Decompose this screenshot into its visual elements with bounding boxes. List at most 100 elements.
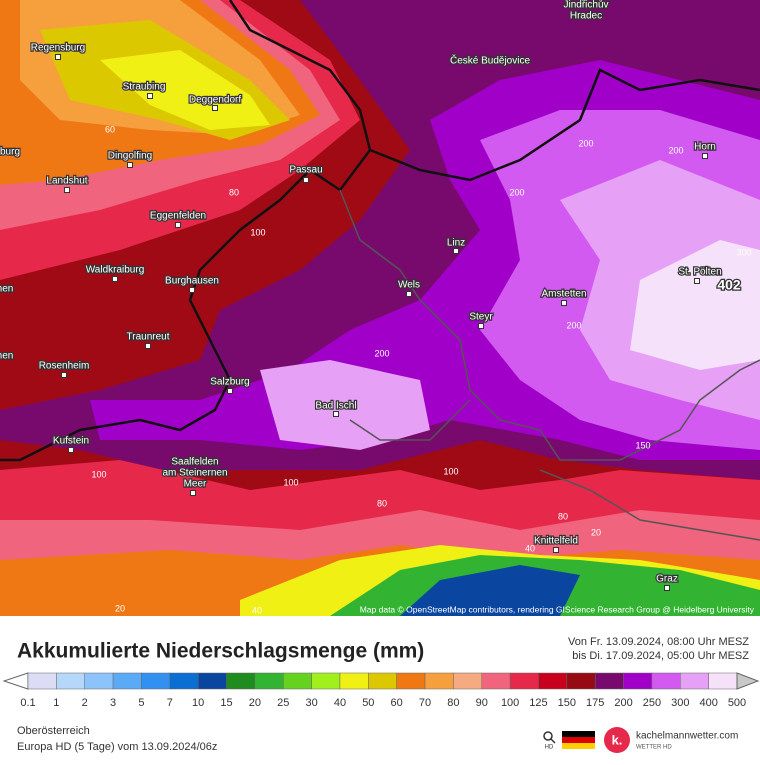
city-label: Jindřichův <box>563 0 608 11</box>
city-dot <box>478 323 484 329</box>
legend-tick-label: 70 <box>419 697 431 709</box>
legend-swatch <box>680 672 709 690</box>
legend-tick-label: 100 <box>501 697 519 709</box>
legend-swatch <box>481 672 511 690</box>
legend-swatch <box>368 672 397 690</box>
city-label: Traunreut <box>127 332 170 343</box>
city-label: Passau <box>289 165 322 176</box>
region: Oberösterreich <box>17 725 90 737</box>
legend-tick-label: 1 <box>53 697 59 709</box>
city-label: Deggendorf <box>189 95 241 106</box>
city-dot <box>694 278 700 284</box>
city-dot <box>127 162 133 168</box>
city-dot <box>64 187 70 193</box>
legend-arrow-left <box>2 672 29 690</box>
city-label: am Steinernen <box>162 468 227 479</box>
city-dot <box>147 93 153 99</box>
city-dot <box>664 585 670 591</box>
city-dot <box>175 222 181 228</box>
legend-tick-label: 20 <box>249 697 261 709</box>
legend-tick-label: 40 <box>334 697 346 709</box>
city-label: Bad Ischl <box>315 401 356 412</box>
contour-label: 100 <box>443 466 458 476</box>
brand[interactable]: kachelmannwetter.com <box>636 731 738 742</box>
city-label: Horn <box>694 142 716 153</box>
city-label: Knittelfeld <box>534 536 578 547</box>
contour-label: 20 <box>115 603 125 613</box>
legend-swatch <box>651 672 681 690</box>
flag-black <box>562 731 595 737</box>
legend-swatch <box>623 672 653 690</box>
legend-swatch <box>311 672 341 690</box>
legend-swatch <box>254 672 284 690</box>
city-dot <box>189 287 195 293</box>
city-dot <box>145 343 151 349</box>
contour-label: 150 <box>635 440 650 450</box>
city-label: Burghausen <box>165 276 219 287</box>
legend-swatch <box>169 672 199 690</box>
contour-label: 200 <box>509 187 524 197</box>
legend-swatch <box>594 672 624 690</box>
contour-label: 100 <box>283 477 298 487</box>
legend-tick-label: 50 <box>362 697 374 709</box>
legend-tick-label: 3 <box>110 697 116 709</box>
contour-label: 100 <box>91 469 106 479</box>
legend-tick-label: 80 <box>447 697 459 709</box>
contour-label: 200 <box>668 145 683 155</box>
city-label: Rosenheim <box>39 361 90 372</box>
legend-tick-label: 5 <box>138 697 144 709</box>
city-dot <box>112 276 118 282</box>
legend-swatch <box>112 672 142 690</box>
contour-label: 200 <box>374 348 389 358</box>
legend-swatch <box>27 672 57 690</box>
legend-swatch <box>509 672 539 690</box>
search-icon[interactable] <box>543 731 553 741</box>
contour-label: 100 <box>250 227 265 237</box>
model: Europa HD (5 Tage) vom 13.09.2024/06z <box>17 741 217 753</box>
contour-label: 300 <box>736 247 751 257</box>
city-label: Straubing <box>123 82 166 93</box>
legend-swatch <box>538 672 568 690</box>
city-dot <box>333 411 339 417</box>
city-dot <box>303 177 309 183</box>
legend-swatch <box>226 672 256 690</box>
contour-label: 80 <box>377 498 387 508</box>
contour-label: 40 <box>525 543 535 553</box>
city-label: Regensburg <box>31 43 85 54</box>
city-dot <box>561 300 567 306</box>
legend-swatch <box>282 672 312 690</box>
city-label: Linz <box>447 238 465 249</box>
map: Map data © OpenStreetMap contributors, r… <box>0 0 760 616</box>
flag-gold <box>562 743 595 749</box>
city-label: Dingolfing <box>108 151 152 162</box>
legend-title: Akkumulierte Niederschlagsmenge (mm) <box>17 640 424 663</box>
city-dot <box>227 388 233 394</box>
city-dot <box>553 547 559 553</box>
contour-label: 20 <box>591 527 601 537</box>
legend-swatch <box>453 672 483 690</box>
city-dot <box>61 372 67 378</box>
city-label: Steyr <box>469 312 493 323</box>
logo-text: k. <box>612 732 623 747</box>
city-label: Eggenfelden <box>150 211 206 222</box>
city-label: Amstetten <box>541 289 586 300</box>
legend-tick-label: 500 <box>728 697 746 709</box>
city-label: St. Pölten <box>678 267 721 278</box>
legend-tick-label: 90 <box>476 697 488 709</box>
logo[interactable] <box>604 727 630 753</box>
legend-tick-label: 15 <box>220 697 232 709</box>
search-icon-handle <box>550 738 556 744</box>
attribution: Map data © OpenStreetMap contributors, r… <box>360 604 755 614</box>
legend-swatch <box>396 672 426 690</box>
city-label: České Budějovice <box>450 54 530 67</box>
contour-label: 60 <box>105 124 115 134</box>
period-to: bis Di. 17.09.2024, 05:00 Uhr MESZ <box>572 650 749 662</box>
legend-tick-label: 175 <box>586 697 604 709</box>
legend-swatch <box>84 672 114 690</box>
city-label: Kufstein <box>53 436 89 447</box>
legend-tick-label: 25 <box>277 697 289 709</box>
period-from: Von Fr. 13.09.2024, 08:00 Uhr MESZ <box>568 636 749 648</box>
border <box>0 0 372 462</box>
legend-tick-label: 200 <box>614 697 632 709</box>
